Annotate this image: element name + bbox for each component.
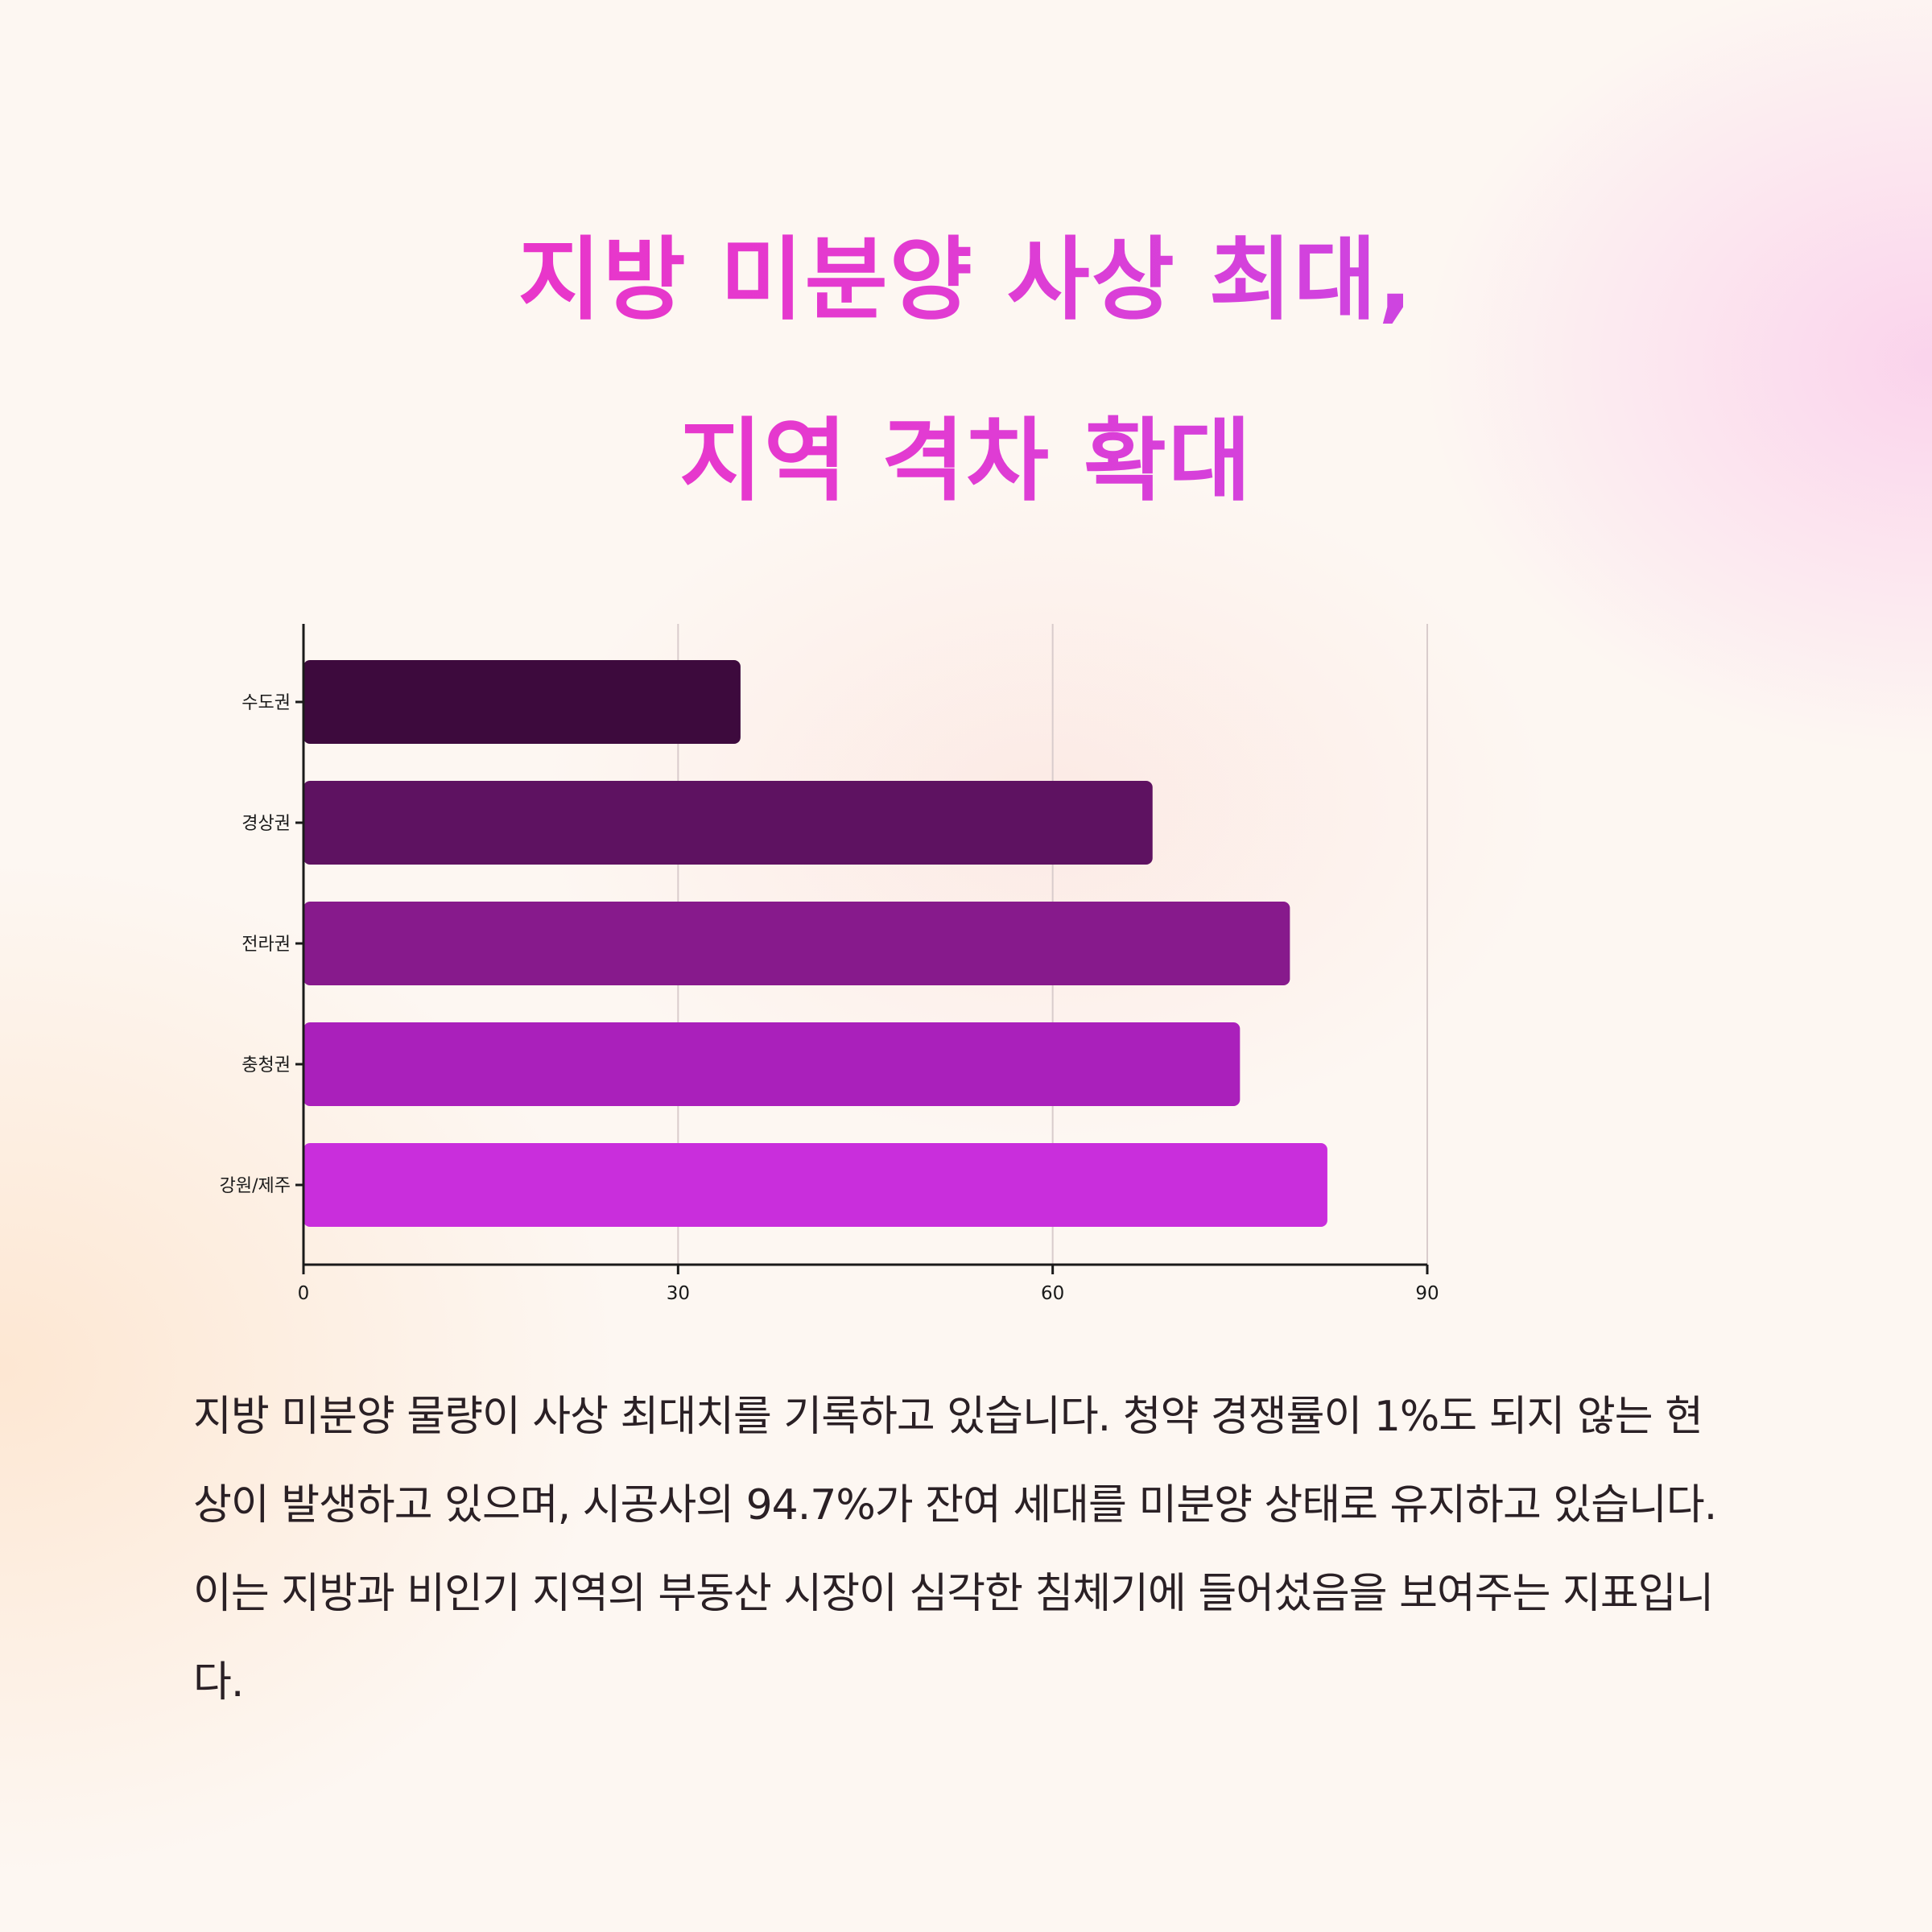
- y-tick-label: 강원/제주: [220, 1176, 291, 1196]
- bar-2: [303, 902, 1290, 985]
- chart-bars: [303, 660, 1327, 1227]
- page-title-line-1: 지방 미분양 사상 최대,: [0, 228, 1932, 332]
- bar-1: [303, 781, 1153, 865]
- x-tick-label: 60: [1041, 1283, 1064, 1304]
- bar-4: [303, 1143, 1327, 1227]
- description-paragraph: 지방 미분양 물량이 사상 최대치를 기록하고 있습니다. 청약 경쟁률이 1%…: [193, 1393, 1717, 1707]
- y-tick-label: 경상권: [242, 814, 291, 834]
- y-tick-label: 충청권: [242, 1055, 291, 1075]
- y-tick-label: 전라권: [242, 935, 291, 955]
- y-tick-label: 수도권: [242, 693, 291, 713]
- page-title-line-2: 지역 격차 확대: [0, 409, 1932, 514]
- x-tick-label: 0: [298, 1283, 310, 1304]
- x-axis-labels: 0 30 60 90: [298, 1283, 1439, 1304]
- bar-0: [303, 660, 741, 744]
- chart-axes: [295, 624, 1429, 1274]
- x-tick-label: 90: [1415, 1283, 1439, 1304]
- bar-3: [303, 1022, 1241, 1106]
- x-tick-label: 30: [667, 1283, 690, 1304]
